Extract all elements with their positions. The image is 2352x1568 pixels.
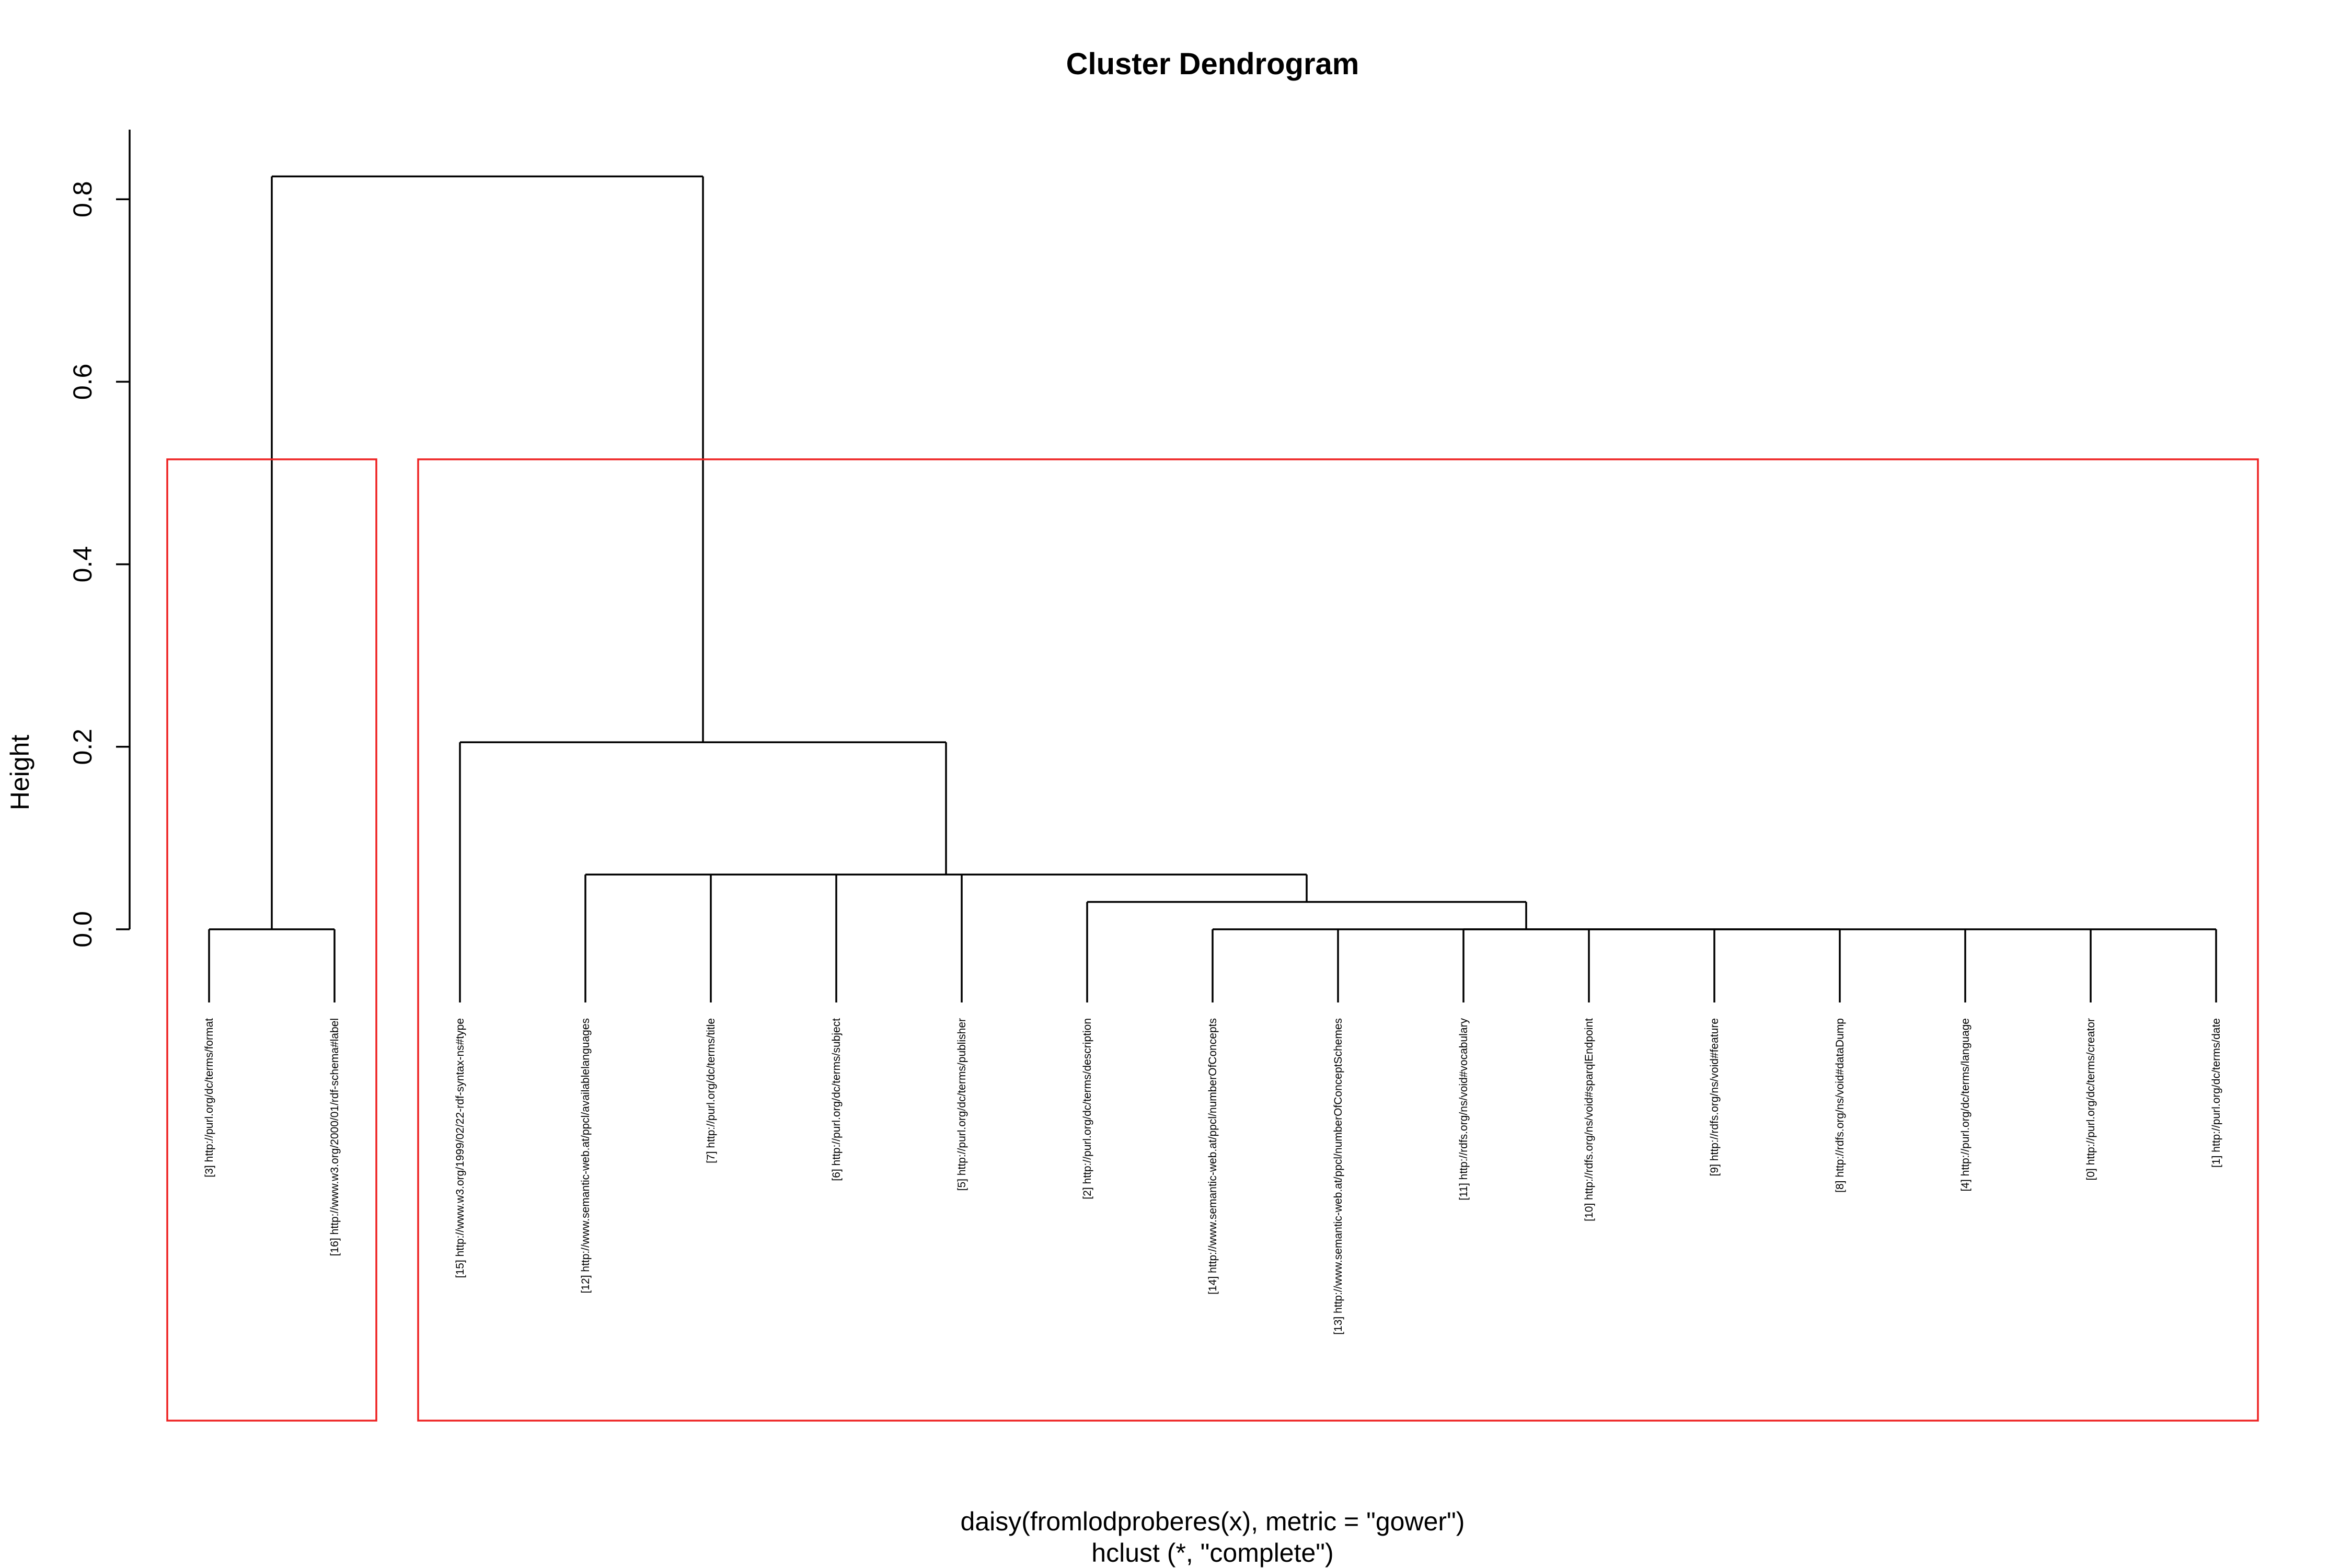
y-tick-label: 0.8: [68, 181, 97, 217]
leaf-label: [2] http://purl.org/dc/terms/description: [1081, 1018, 1093, 1200]
leaf-label: [10] http://rdfs.org/ns/void#sparqlEndpo…: [1583, 1018, 1595, 1221]
y-tick-label: 0.2: [68, 729, 97, 765]
leaf-label: [0] http://purl.org/dc/terms/creator: [2085, 1018, 2097, 1180]
cluster-box: [417, 458, 2259, 1422]
leaf-labels: [3] http://purl.org/dc/terms/format [16] …: [203, 1018, 2222, 1335]
leaf-label: [8] http://rdfs.org/ns/void#dataDump: [1834, 1018, 1846, 1193]
y-tick-label: 0.0: [68, 911, 97, 948]
leaf-label: [5] http://purl.org/dc/terms/publisher: [956, 1018, 968, 1191]
chart-title: Cluster Dendrogram: [1066, 47, 1359, 81]
cluster-boxes: [166, 458, 2259, 1422]
y-axis: 0.0 0.2 0.4 0.6 0.8: [68, 130, 131, 948]
method-subtitle: hclust (*, "complete"): [1091, 1538, 1333, 1567]
y-axis-label: Height: [5, 735, 34, 811]
dendrogram-branches: [208, 175, 2217, 1002]
cluster-box: [166, 458, 377, 1422]
y-tick-label: 0.4: [68, 546, 97, 583]
leaf-label: [15] http://www.w3.org/1999/02/22-rdf-sy…: [454, 1018, 466, 1278]
leaf-label: [3] http://purl.org/dc/terms/format: [203, 1018, 215, 1178]
leaf-label: [7] http://purl.org/dc/terms/title: [705, 1018, 717, 1163]
leaf-label: [16] http://www.w3.org/2000/01/rdf-schem…: [329, 1018, 341, 1256]
leaf-label: [9] http://rdfs.org/ns/void#feature: [1709, 1018, 1721, 1176]
leaf-label: [11] http://rdfs.org/ns/void#vocabulary: [1458, 1018, 1470, 1201]
leaf-label: [4] http://purl.org/dc/terms/language: [1959, 1018, 1971, 1192]
y-tick-label: 0.6: [68, 364, 97, 400]
leaf-label: [6] http://purl.org/dc/terms/subject: [831, 1018, 843, 1181]
leaf-label: [14] http://www.semantic-web.at/ppcl/num…: [1207, 1018, 1219, 1295]
x-axis-label: daisy(fromlodproberes(x), metric = "gowe…: [961, 1507, 1465, 1536]
leaf-label: [13] http://www.semantic-web.at/ppcl/num…: [1332, 1018, 1344, 1335]
leaf-label: [12] http://www.semantic-web.at/ppcl/ava…: [580, 1018, 592, 1293]
leaf-label: [1] http://purl.org/dc/terms/date: [2210, 1018, 2222, 1168]
